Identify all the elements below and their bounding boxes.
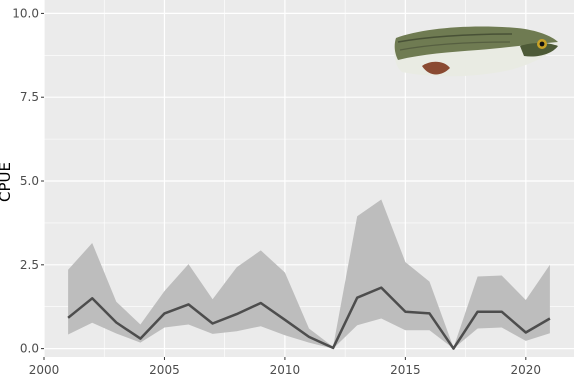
y-tick-label: 7.5 — [20, 90, 39, 104]
y-tick-label: 2.5 — [20, 258, 39, 272]
fish-icon — [394, 26, 560, 77]
x-tick-label: 2015 — [390, 363, 421, 377]
x-tick-label: 2020 — [511, 363, 542, 377]
y-tick-label: 0.0 — [20, 342, 39, 356]
x-tick-label: 2005 — [149, 363, 180, 377]
y-tick-label: 10.0 — [12, 6, 39, 20]
confidence-ribbon — [68, 199, 550, 349]
x-tick-label: 2010 — [270, 363, 301, 377]
y-axis-title: CPUE — [0, 162, 14, 202]
series-line — [67, 286, 551, 350]
y-axis: 0.0 2.5 5.0 7.5 10.0 — [12, 6, 44, 356]
x-axis: 2000 2005 2010 2015 2020 — [29, 357, 541, 377]
x-tick-label: 2000 — [29, 363, 60, 377]
y-tick-label: 5.0 — [20, 174, 39, 188]
